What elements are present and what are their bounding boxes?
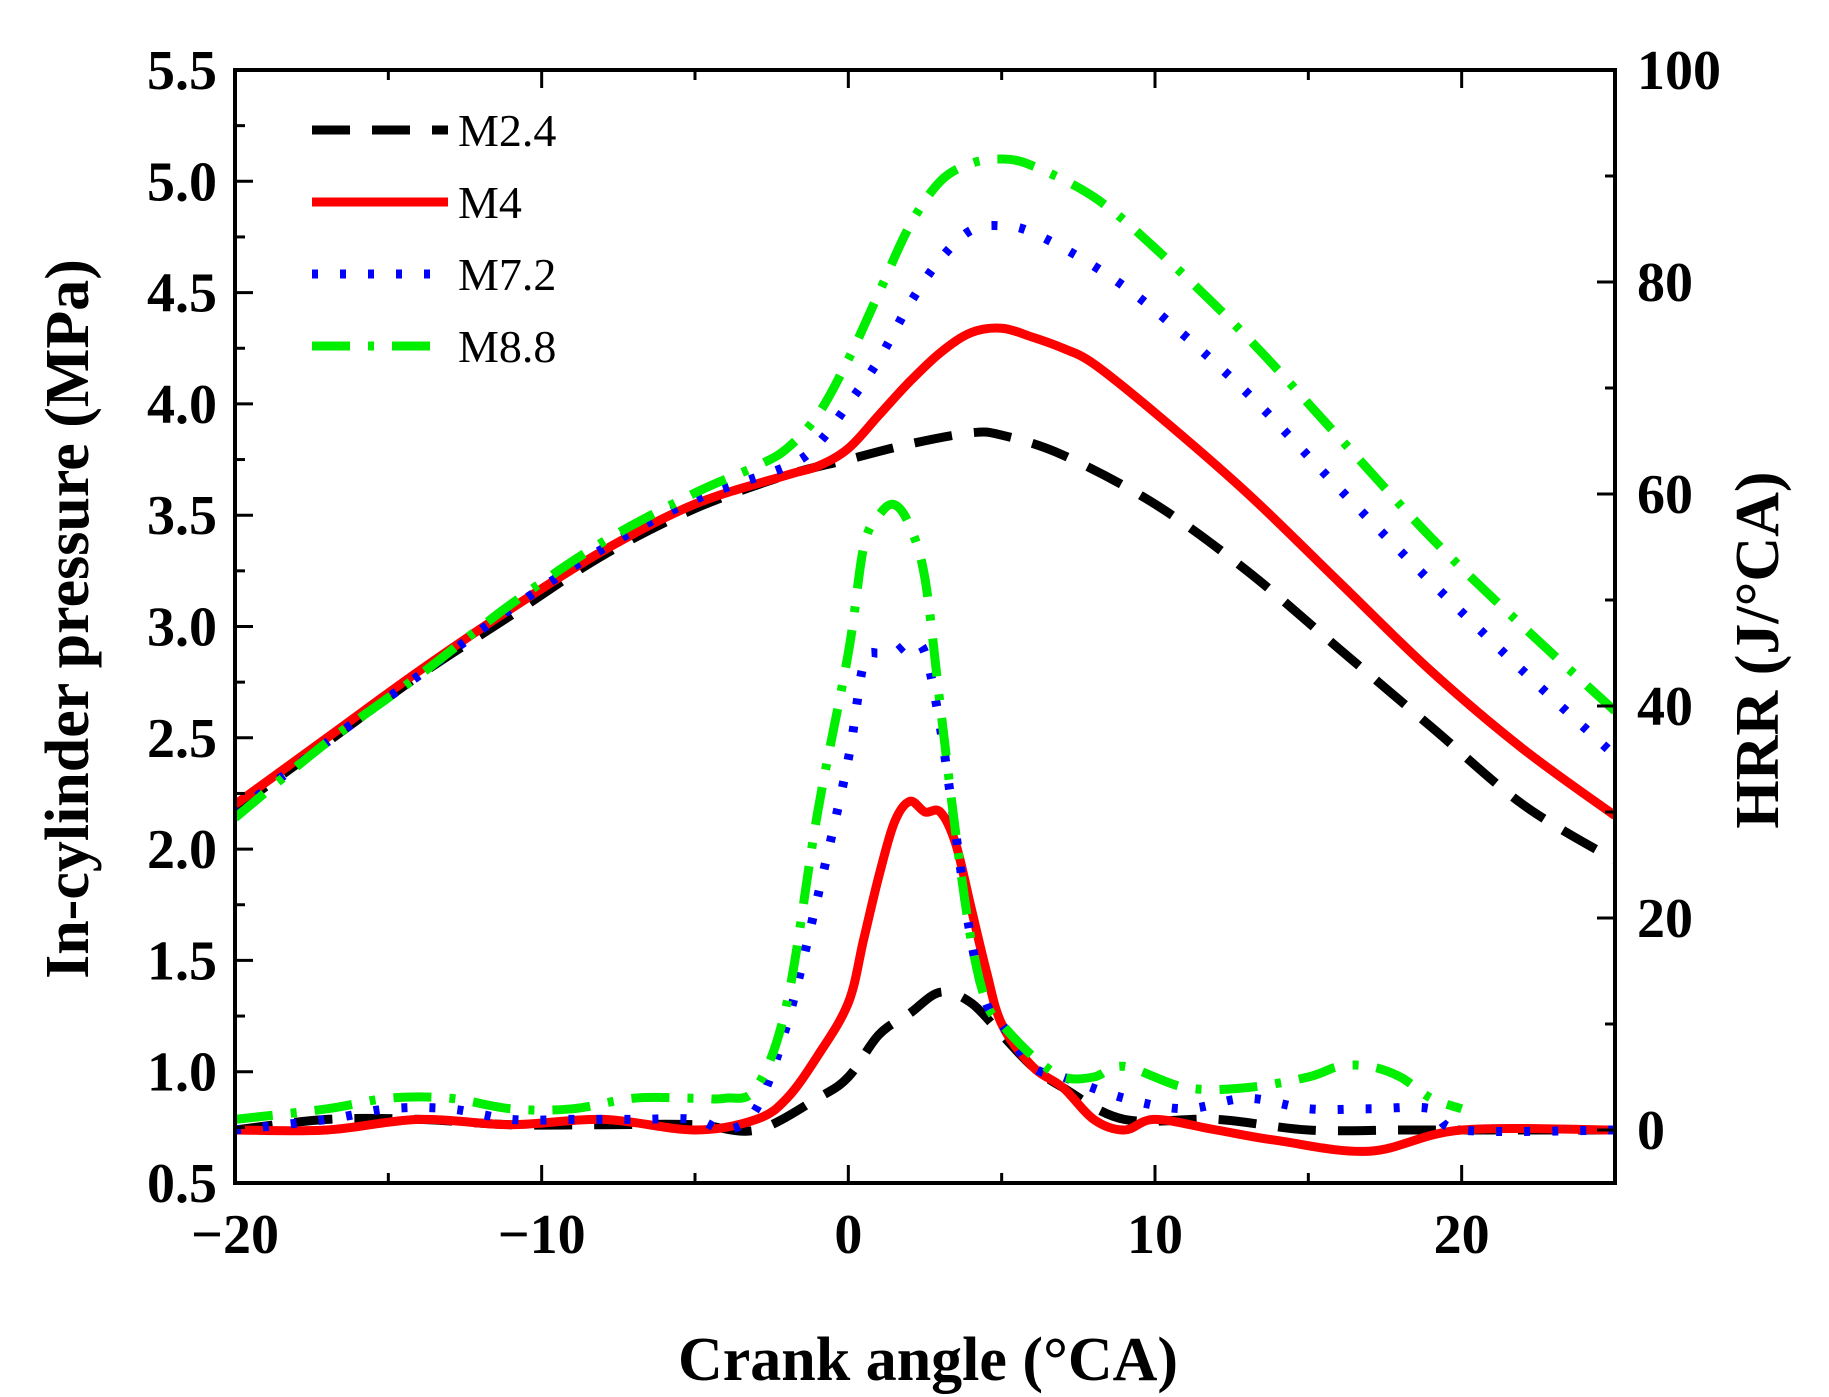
y-axis-title-right: HRR (J/°CA): [1724, 471, 1792, 828]
x-tick-label: −20: [191, 1204, 279, 1266]
legend-label: M4: [458, 177, 522, 228]
legend: M2.4 M4 M7.2 M8.8: [312, 105, 556, 372]
y-right-tick-label: 0: [1637, 1100, 1665, 1162]
hrr-line-m8-8: [235, 499, 1464, 1124]
y-left-tick-label: 4.0: [147, 374, 217, 436]
pressure-line-m7-2: [235, 221, 1615, 818]
y-left-tick-label: 2.5: [147, 708, 217, 770]
y-right-tick-label: 20: [1637, 888, 1693, 950]
y-left-tick-label: 3.5: [147, 485, 217, 547]
pressure-line-m4: [235, 323, 1615, 820]
hrr-line-m7-2: [235, 637, 1615, 1137]
y-left-tick-label: 2.0: [147, 819, 217, 881]
legend-label: M2.4: [458, 105, 556, 156]
plot-frame: [233, 68, 1617, 1185]
hrr-line-m2-4: [235, 987, 1615, 1136]
y-left-tick-label: 0.5: [147, 1153, 217, 1215]
legend-label: M8.8: [458, 321, 556, 372]
x-tick-label: 20: [1434, 1204, 1490, 1266]
y-right-tick-label: 80: [1637, 252, 1693, 314]
x-tick-label: −10: [498, 1204, 586, 1266]
legend-label: M7.2: [458, 249, 556, 300]
y-left-tick-label: 5.5: [147, 40, 217, 102]
y-axis-title-left: In-cylinder pressure (MPa): [34, 259, 102, 979]
series-layer: [235, 154, 1615, 1156]
x-axis-title: Crank angle (°CA): [678, 1326, 1178, 1394]
y-right-tick-label: 100: [1637, 40, 1721, 102]
y-left-tick-label: 5.0: [147, 151, 217, 213]
pressure-line-m8-8: [235, 154, 1615, 822]
y-left-tick-label: 1.0: [147, 1042, 217, 1104]
x-tick-label: 0: [834, 1204, 862, 1266]
axes-layer: −20 −10 0 10 20 0.5 1.0 1.5 2.0 2.5 3.0 3.5 4.0 4.5 5.…: [147, 40, 1721, 1266]
y-right-tick-label: 60: [1637, 464, 1693, 526]
y-left-tick-label: 1.5: [147, 930, 217, 992]
y-left-tick-label: 3.0: [147, 597, 217, 659]
y-left-tick-label: 4.5: [147, 263, 217, 325]
hrr-line-m4: [235, 796, 1615, 1156]
x-tick-label: 10: [1127, 1204, 1183, 1266]
pressure-line-m2-4: [235, 427, 1615, 865]
y-right-tick-label: 40: [1637, 676, 1693, 738]
